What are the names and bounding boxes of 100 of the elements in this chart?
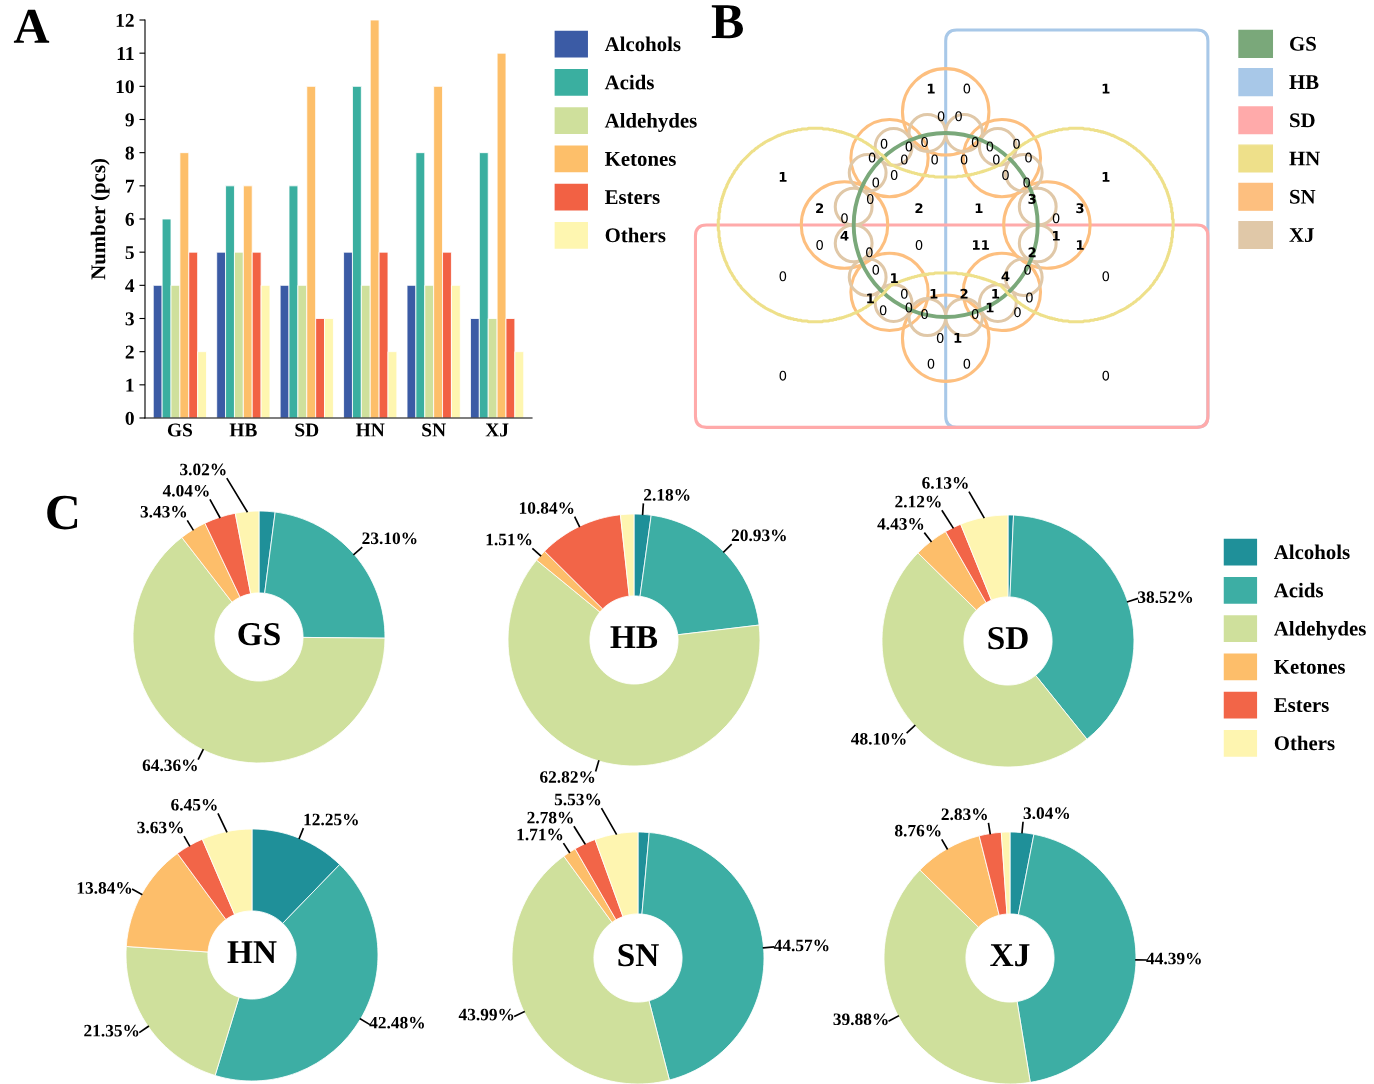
- legend-label: Esters: [1274, 698, 1329, 713]
- legend-label: Acids: [604, 74, 654, 90]
- y-tick-label: 10: [116, 80, 134, 94]
- text: 0: [915, 240, 923, 250]
- y-tick-label: 8: [125, 146, 134, 160]
- text: 0: [1025, 152, 1032, 163]
- text: A: [13, 9, 50, 43]
- text: 1: [891, 273, 898, 283]
- text: 1: [992, 288, 1000, 299]
- text: 0: [841, 213, 848, 224]
- y-tick-label: 0: [125, 411, 134, 425]
- text: 0: [900, 288, 908, 299]
- text: 0: [872, 177, 880, 188]
- text: 0: [866, 194, 874, 204]
- x-tick-label: HN: [355, 423, 385, 437]
- data-label: 3.63%: [137, 821, 183, 834]
- text: 0: [921, 136, 928, 147]
- text: 0: [1014, 307, 1021, 318]
- y-tick-label: 6: [125, 212, 135, 226]
- data-label: 6.45%: [171, 798, 217, 811]
- x-tick-label: SD: [295, 423, 319, 437]
- text: 0: [927, 358, 935, 369]
- data-label: 38.52%: [1137, 591, 1193, 604]
- y-tick-label: 2: [125, 345, 134, 359]
- data-label: 2.18%: [644, 489, 690, 501]
- data-label: 4.43%: [877, 518, 924, 530]
- legend-label: SD: [1290, 113, 1315, 128]
- text: 4: [1001, 271, 1010, 282]
- text: 0: [955, 111, 962, 122]
- data-label: 23.10%: [362, 532, 417, 545]
- legend-label: Aldehydes: [604, 113, 697, 132]
- text: 0: [1013, 138, 1020, 149]
- text: 0: [866, 247, 873, 258]
- data-label: 21.35%: [84, 1024, 139, 1037]
- text: HB: [610, 626, 658, 649]
- data-label: 62.82%: [540, 771, 595, 783]
- text: 2: [960, 288, 968, 299]
- y-tick-label: 1: [126, 378, 134, 392]
- legend-label: HN: [1289, 151, 1320, 166]
- text: 4: [840, 230, 849, 241]
- y-tick-label: 5: [125, 246, 134, 260]
- legend-label: SN: [1290, 189, 1316, 204]
- legend-label: Esters: [604, 190, 660, 205]
- text: 1: [779, 172, 787, 182]
- text: 0: [868, 152, 876, 163]
- text: 2: [915, 203, 923, 213]
- legend-label: Ketones: [1274, 660, 1345, 674]
- text: 0: [1102, 271, 1110, 282]
- text: 1: [1102, 172, 1110, 182]
- text: 0: [992, 154, 1000, 165]
- data-label: 64.36%: [142, 759, 197, 772]
- y-tick-label: 7: [125, 179, 135, 193]
- y-axis-title: Number (pcs): [90, 159, 110, 280]
- text: 0: [816, 240, 823, 250]
- data-label: 3.04%: [1023, 807, 1070, 820]
- text: 0: [905, 141, 913, 152]
- legend-label: Aldehydes: [1273, 620, 1366, 640]
- data-label: 44.57%: [773, 939, 829, 952]
- text: 0: [936, 332, 944, 343]
- text: C: [47, 495, 78, 530]
- data-label: 44.39%: [1146, 952, 1201, 965]
- x-tick-label: GS: [167, 423, 193, 437]
- text: 1: [930, 288, 938, 299]
- text: 1: [954, 333, 962, 343]
- text: 1: [867, 293, 874, 304]
- legend-label: Others: [1274, 735, 1335, 751]
- text: 0: [1002, 170, 1009, 181]
- text: 0: [1026, 292, 1033, 303]
- y-tick-label: 3: [125, 312, 134, 326]
- text: 0: [963, 83, 971, 94]
- text: SD: [988, 626, 1028, 650]
- text: 3: [1028, 194, 1036, 204]
- y-tick-label: 4: [125, 279, 135, 293]
- data-label: 39.88%: [833, 1013, 888, 1026]
- data-label: 2.12%: [895, 495, 941, 508]
- text: 0: [779, 370, 787, 381]
- data-label: 48.10%: [851, 732, 906, 745]
- text: 11: [972, 240, 989, 250]
- text: 0: [872, 264, 880, 275]
- text: 0: [1102, 370, 1110, 381]
- text: 0: [900, 154, 908, 165]
- text: 0: [971, 136, 979, 147]
- legend-label: Ketones: [604, 152, 676, 166]
- legend-label: Alcohols: [1273, 544, 1350, 560]
- text: 2: [1028, 247, 1036, 258]
- data-label: 6.13%: [922, 477, 968, 489]
- legend-label: XJ: [1289, 228, 1314, 243]
- text: 0: [1052, 213, 1060, 224]
- legend-label: GS: [1290, 36, 1316, 51]
- text: 0: [963, 358, 971, 369]
- text: 0: [960, 154, 968, 165]
- legend-label: Acids: [1273, 582, 1324, 598]
- text: 0: [937, 111, 945, 122]
- text: 0: [879, 305, 887, 316]
- data-label: 43.99%: [458, 1008, 514, 1021]
- data-label: 3.02%: [180, 463, 226, 476]
- data-label: 4.04%: [162, 484, 209, 497]
- text: 0: [971, 309, 979, 319]
- text: 0: [931, 154, 938, 165]
- text: 1: [986, 302, 994, 313]
